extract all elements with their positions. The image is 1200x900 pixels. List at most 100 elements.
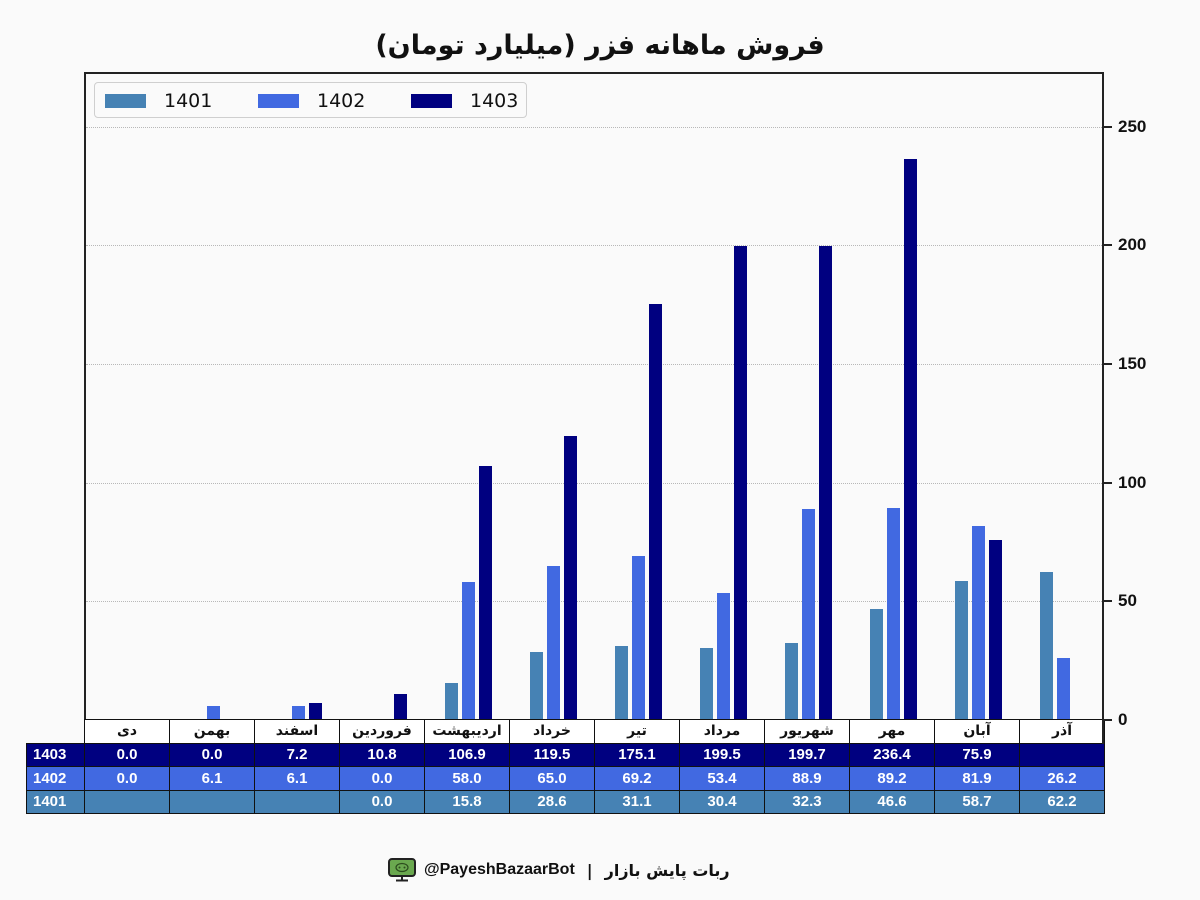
gridline (86, 126, 1102, 128)
bar-1401 (530, 652, 543, 720)
y-tick (1104, 719, 1112, 721)
legend-item-1401: 1401 (105, 83, 212, 119)
y-tick (1104, 362, 1112, 365)
bar-1401 (615, 646, 628, 720)
footer: @PayeshBazaarBot | ربات پایش بازار (388, 856, 730, 884)
table-cell: 69.2 (594, 766, 680, 791)
bar-1402 (207, 705, 220, 720)
table-cell: 0.0 (339, 766, 425, 791)
bar-1403 (479, 466, 492, 720)
y-tick-label: 0 (1118, 710, 1128, 729)
y-tick (1104, 244, 1112, 247)
table-header-month: اردیبهشت (424, 719, 510, 744)
table-cell: 46.6 (849, 789, 935, 814)
table-row: 1402 0.0 6.1 6.1 0.0 58.0 65.0 69.2 53.4 88.9 89.2… (26, 766, 1105, 791)
bar-1402 (717, 593, 730, 720)
legend-item-1403: 1403 (411, 83, 518, 119)
table-cell: 6.1 (254, 766, 340, 791)
table-cell: 30.4 (679, 789, 765, 814)
table-cell: 0.0 (84, 742, 170, 767)
y-tick (1104, 481, 1112, 484)
table-header-month: مرداد (679, 719, 765, 744)
table-row-label: 1402 (26, 766, 85, 791)
table-corner (27, 720, 85, 744)
bar-1402 (887, 508, 900, 720)
bar-1402 (1057, 657, 1070, 720)
table-cell: 119.5 (509, 742, 595, 767)
table-header-month: اسفند (254, 719, 340, 744)
legend-label: 1402 (317, 90, 366, 112)
table-cell: 106.9 (424, 742, 510, 767)
gridline (86, 482, 1102, 484)
bar-1403 (819, 246, 832, 720)
table-header-month: تیر (594, 719, 680, 744)
table-cell: 199.5 (679, 742, 765, 767)
y-tick-label: 100 (1118, 472, 1147, 492)
table-cell: 199.7 (764, 742, 850, 767)
table-cell: 58.7 (934, 789, 1020, 814)
bar-1401 (785, 643, 798, 720)
table-cell: 89.2 (849, 766, 935, 791)
bar-1402 (632, 555, 645, 720)
legend-label: 1403 (470, 90, 519, 112)
bar-1401 (955, 580, 968, 720)
bar-1401 (445, 682, 458, 720)
bar-1403 (394, 694, 407, 720)
table-cell: 32.3 (764, 789, 850, 814)
table-header-month: خرداد (509, 719, 595, 744)
table-cell: 28.6 (509, 789, 595, 814)
table-cell: 26.2 (1019, 766, 1105, 791)
y-tick-label: 50 (1118, 591, 1137, 611)
table-row: 1401 0.0 15.8 28.6 31.1 30.4 32.3 46.6 58.7 62.2 (26, 789, 1105, 814)
bar-1402 (972, 525, 985, 720)
table-cell: 53.4 (679, 766, 765, 791)
bar-1403 (649, 304, 662, 720)
table-row-label: 1403 (26, 742, 85, 767)
legend: 1401 1402 1403 (94, 82, 527, 118)
table-header-month: آبان (934, 719, 1020, 744)
table-cell: 81.9 (934, 766, 1020, 791)
table-header-month: شهریور (764, 719, 850, 744)
table-header-month: بهمن (169, 719, 255, 744)
monitor-bot-icon (388, 858, 416, 882)
footer-separator: | (586, 860, 593, 880)
y-axis-spine (1102, 718, 1104, 744)
table-cell (1019, 742, 1105, 767)
bar-1403 (564, 436, 577, 720)
bar-1401 (870, 609, 883, 720)
bar-1401 (700, 647, 713, 720)
table-cell: 58.0 (424, 766, 510, 791)
table-header-month: مهر (849, 719, 935, 744)
bot-name: ربات پایش بازار (604, 860, 730, 880)
table-cell: 6.1 (169, 766, 255, 791)
bar-1403 (904, 158, 917, 720)
table-cell (84, 789, 170, 814)
table-cell (169, 789, 255, 814)
table-header-month: فروردین (339, 719, 425, 744)
gridline (86, 363, 1102, 365)
y-tick-label: 250 (1118, 116, 1147, 136)
y-tick (1104, 125, 1112, 128)
table-cell: 0.0 (84, 766, 170, 791)
table-cell: 10.8 (339, 742, 425, 767)
gridline (86, 601, 1102, 603)
bar-1403 (734, 246, 747, 720)
legend-swatch (411, 94, 452, 108)
table-cell: 7.2 (254, 742, 340, 767)
table-cell (254, 789, 340, 814)
table-cell: 65.0 (509, 766, 595, 791)
table-cell: 0.0 (339, 789, 425, 814)
bar-1402 (292, 705, 305, 720)
table-cell: 88.9 (764, 766, 850, 791)
legend-label: 1401 (164, 90, 213, 112)
legend-item-1402: 1402 (258, 83, 365, 119)
table-row: 1403 0.0 0.0 7.2 10.8 106.9 119.5 175.1 199.5 199… (26, 742, 1105, 767)
table-cell: 31.1 (594, 789, 680, 814)
table-cell: 62.2 (1019, 789, 1105, 814)
table-header-month: آذر (1019, 719, 1105, 744)
table-cell: 15.8 (424, 789, 510, 814)
gridline (86, 245, 1102, 247)
table-cell: 236.4 (849, 742, 935, 767)
table-cell: 0.0 (169, 742, 255, 767)
plot-area (84, 72, 1104, 720)
